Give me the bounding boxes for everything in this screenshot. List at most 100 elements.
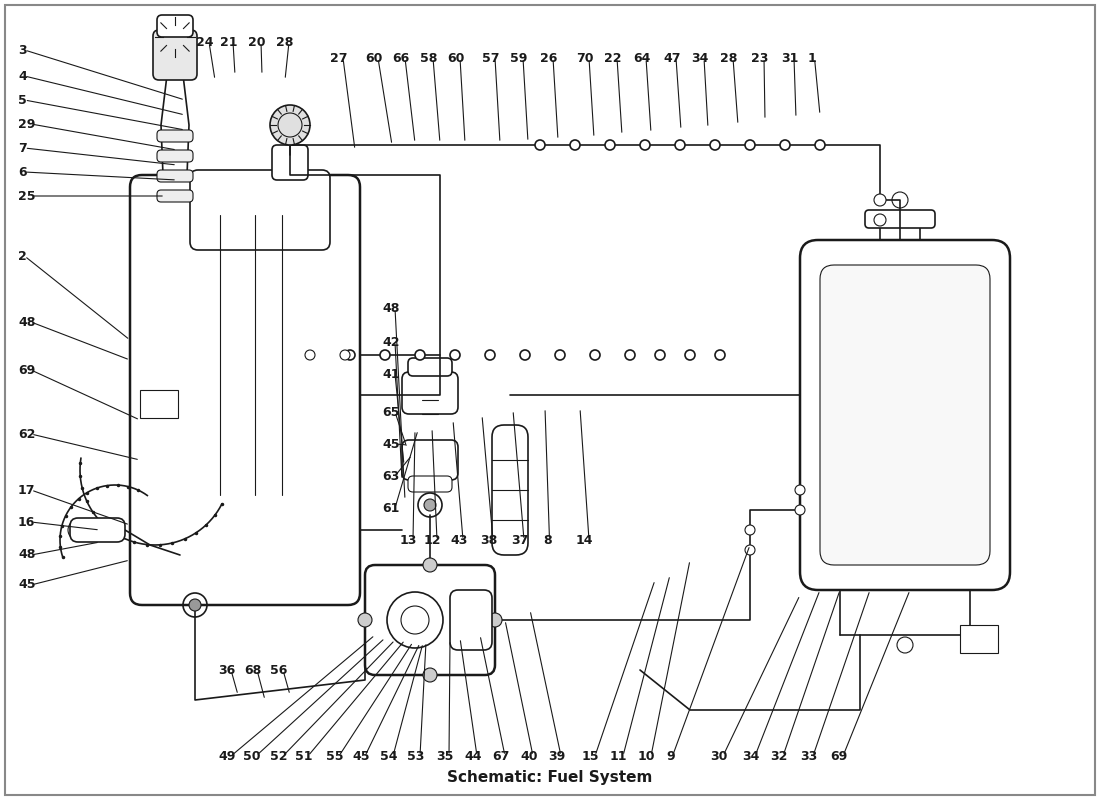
Text: 12: 12 bbox=[424, 534, 441, 546]
Circle shape bbox=[745, 525, 755, 535]
Text: 34: 34 bbox=[742, 750, 759, 762]
Text: 4: 4 bbox=[18, 70, 26, 82]
Text: 7: 7 bbox=[18, 142, 26, 154]
Circle shape bbox=[305, 350, 315, 360]
Circle shape bbox=[715, 350, 725, 360]
Circle shape bbox=[415, 350, 425, 360]
Circle shape bbox=[488, 613, 502, 627]
Text: 55: 55 bbox=[326, 750, 343, 762]
Circle shape bbox=[874, 194, 886, 206]
FancyBboxPatch shape bbox=[492, 425, 528, 555]
FancyBboxPatch shape bbox=[70, 518, 125, 542]
Text: 52: 52 bbox=[270, 750, 287, 762]
Text: 43: 43 bbox=[450, 534, 468, 546]
Text: 53: 53 bbox=[407, 750, 425, 762]
FancyBboxPatch shape bbox=[190, 170, 330, 250]
FancyBboxPatch shape bbox=[402, 372, 458, 414]
Text: 62: 62 bbox=[18, 427, 35, 441]
Text: 54: 54 bbox=[379, 750, 397, 762]
Text: 11: 11 bbox=[610, 750, 627, 762]
Text: 9: 9 bbox=[666, 750, 674, 762]
Text: 60: 60 bbox=[447, 51, 464, 65]
Circle shape bbox=[189, 599, 201, 611]
Text: 51: 51 bbox=[295, 750, 312, 762]
Text: 2: 2 bbox=[18, 250, 26, 262]
Text: 69: 69 bbox=[18, 363, 35, 377]
Circle shape bbox=[795, 505, 805, 515]
Text: 29: 29 bbox=[18, 118, 35, 130]
Text: 14: 14 bbox=[576, 534, 594, 546]
Text: 28: 28 bbox=[720, 51, 737, 65]
Text: 10: 10 bbox=[638, 750, 656, 762]
Text: 61: 61 bbox=[382, 502, 399, 514]
Circle shape bbox=[424, 558, 437, 572]
Text: 45: 45 bbox=[18, 578, 35, 591]
Text: 58: 58 bbox=[420, 51, 438, 65]
Circle shape bbox=[685, 350, 695, 360]
Circle shape bbox=[605, 140, 615, 150]
Circle shape bbox=[710, 140, 720, 150]
Text: 65: 65 bbox=[382, 406, 399, 418]
FancyBboxPatch shape bbox=[153, 30, 197, 80]
Circle shape bbox=[270, 105, 310, 145]
Text: 6: 6 bbox=[18, 166, 26, 178]
Circle shape bbox=[874, 214, 886, 226]
FancyBboxPatch shape bbox=[408, 358, 452, 376]
Text: 23: 23 bbox=[751, 51, 769, 65]
Circle shape bbox=[520, 350, 530, 360]
FancyBboxPatch shape bbox=[130, 175, 360, 605]
Text: 28: 28 bbox=[276, 35, 294, 49]
Circle shape bbox=[345, 350, 355, 360]
Circle shape bbox=[556, 350, 565, 360]
Text: 39: 39 bbox=[548, 750, 565, 762]
Circle shape bbox=[450, 350, 460, 360]
Circle shape bbox=[570, 140, 580, 150]
Text: 63: 63 bbox=[382, 470, 399, 482]
Text: 36: 36 bbox=[218, 663, 235, 677]
Text: 60: 60 bbox=[365, 51, 383, 65]
Text: 26: 26 bbox=[540, 51, 558, 65]
Circle shape bbox=[424, 668, 437, 682]
Text: 57: 57 bbox=[482, 51, 499, 65]
Text: 33: 33 bbox=[800, 750, 817, 762]
Text: 5: 5 bbox=[18, 94, 26, 106]
FancyBboxPatch shape bbox=[157, 190, 192, 202]
Text: 1: 1 bbox=[808, 51, 816, 65]
Circle shape bbox=[625, 350, 635, 360]
FancyBboxPatch shape bbox=[272, 145, 308, 180]
Text: 67: 67 bbox=[492, 750, 509, 762]
Text: 16: 16 bbox=[18, 515, 35, 529]
FancyBboxPatch shape bbox=[157, 170, 192, 182]
Circle shape bbox=[675, 140, 685, 150]
Circle shape bbox=[379, 350, 390, 360]
Text: 31: 31 bbox=[781, 51, 799, 65]
FancyBboxPatch shape bbox=[365, 565, 495, 675]
Text: 17: 17 bbox=[18, 483, 35, 497]
Text: 24: 24 bbox=[196, 35, 213, 49]
Text: 42: 42 bbox=[382, 335, 399, 349]
Text: 56: 56 bbox=[270, 663, 287, 677]
Text: Schematic: Fuel System: Schematic: Fuel System bbox=[448, 770, 652, 785]
Circle shape bbox=[358, 613, 372, 627]
Text: 48: 48 bbox=[18, 549, 35, 562]
Circle shape bbox=[424, 499, 436, 511]
Text: 8: 8 bbox=[543, 534, 551, 546]
Circle shape bbox=[795, 485, 805, 495]
Text: 70: 70 bbox=[576, 51, 594, 65]
Text: 40: 40 bbox=[520, 750, 538, 762]
Bar bbox=[140, 390, 178, 418]
Text: 45: 45 bbox=[352, 750, 370, 762]
Circle shape bbox=[590, 350, 600, 360]
Text: 13: 13 bbox=[400, 534, 417, 546]
Text: 48: 48 bbox=[18, 315, 35, 329]
Text: 38: 38 bbox=[480, 534, 497, 546]
FancyBboxPatch shape bbox=[820, 265, 990, 565]
Text: 69: 69 bbox=[830, 750, 847, 762]
Circle shape bbox=[780, 140, 790, 150]
Circle shape bbox=[654, 350, 666, 360]
FancyBboxPatch shape bbox=[408, 476, 452, 492]
Text: 22: 22 bbox=[604, 51, 622, 65]
Text: 47: 47 bbox=[663, 51, 681, 65]
Text: 59: 59 bbox=[510, 51, 527, 65]
Text: 50: 50 bbox=[243, 750, 261, 762]
